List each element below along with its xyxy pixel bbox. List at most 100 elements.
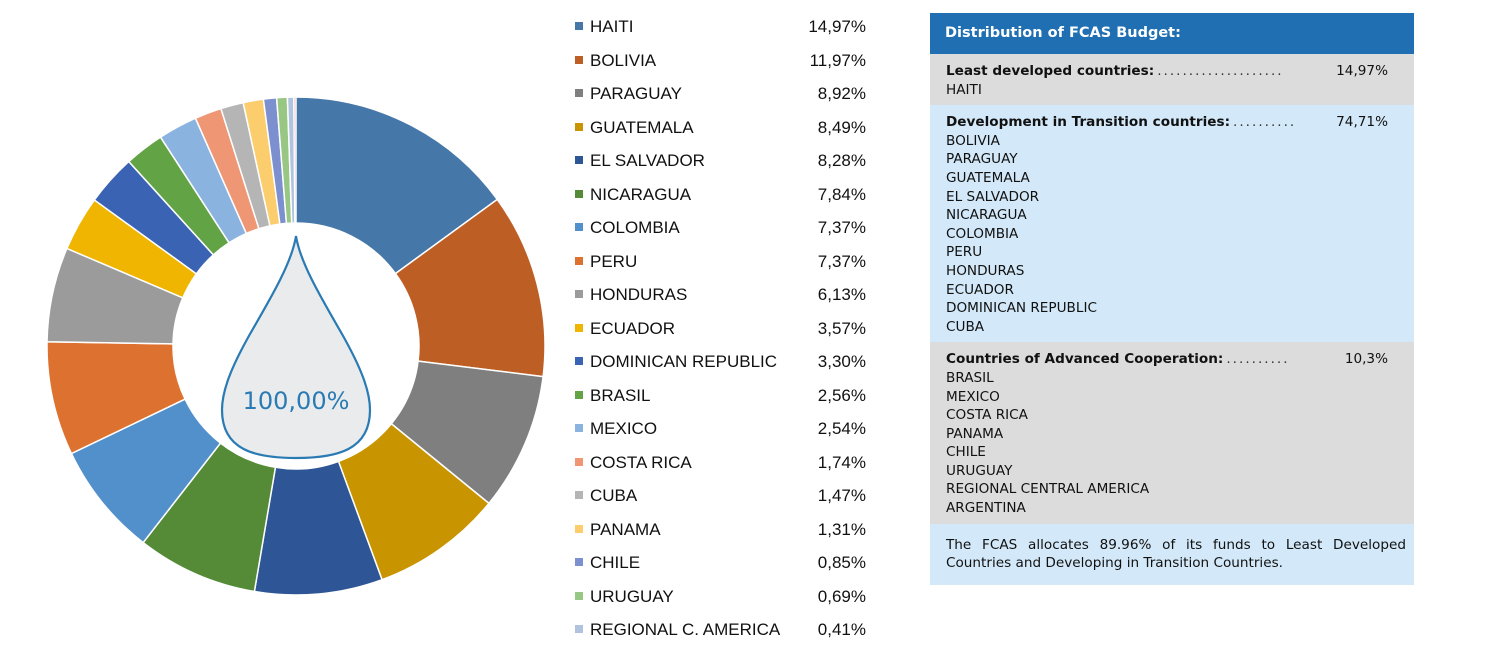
legend-value: 7,84% (817, 184, 866, 204)
section-transition: Development in Transition countries: ...… (930, 105, 1414, 343)
legend-value: 0,85% (817, 553, 866, 572)
leader-dots: .......... (1226, 351, 1290, 368)
country-item: GUATEMALA (946, 169, 1030, 186)
panel-header: Distribution of FCAS Budget: (930, 13, 1414, 54)
legend-label: EL SALVADOR (590, 151, 705, 170)
legend-swatch (575, 156, 583, 164)
legend-swatch (575, 625, 583, 633)
legend-item: HONDURAS 6,13% (572, 278, 872, 312)
legend-item: ECUADOR 3,57% (572, 312, 872, 346)
legend-value: 3,30% (817, 352, 866, 371)
legend-item: EL SALVADOR 8,28% (572, 144, 872, 178)
country-item: BOLIVIA (946, 132, 1000, 149)
legend-item: PANAMA 1,31% (572, 513, 872, 547)
legend-swatch (575, 55, 583, 64)
section-title-row: Least developed countries: .............… (946, 62, 1398, 81)
section-advanced-cooperation: Countries of Advanced Cooperation: .....… (930, 342, 1414, 524)
country-item: ECUADOR (946, 281, 1014, 298)
legend-swatch (575, 323, 583, 332)
country-item: DOMINICAN REPUBLIC (946, 300, 1097, 317)
country-item: BRASIL (946, 369, 994, 386)
legend-swatch (575, 390, 583, 399)
legend-label: PERU (590, 251, 638, 271)
country-item: PANAMA (946, 425, 1004, 442)
country-item: ARGENTINA (946, 500, 1026, 517)
country-item: CHILE (946, 444, 986, 461)
legend-label: PARAGUAY (590, 84, 682, 103)
legend-item: CUBA 1,47% (572, 479, 872, 513)
legend-label: URUGUAY (590, 586, 674, 606)
legend-swatch (575, 524, 583, 533)
legend-value: 2,56% (817, 385, 866, 405)
country-item: PERU (946, 244, 983, 261)
legend-label: NICARAGUA (590, 184, 692, 204)
legend-value: 3,57% (817, 318, 866, 338)
chart-legend: HAITI 14,97% BOLIVIA 11,97% PARAGUAY 8,92% GUA… (572, 10, 872, 647)
country-item: CUBA (946, 318, 985, 335)
section-least-developed: Least developed countries: .............… (930, 54, 1414, 106)
legend-swatch (575, 457, 583, 466)
country-item: MEXICO (946, 388, 1000, 405)
legend-value: 1,31% (817, 519, 866, 539)
country-item: EL SALVADOR (946, 188, 1040, 205)
legend-label: MEXICO (590, 419, 658, 438)
legend-swatch (575, 256, 583, 265)
legend-label: DOMINICAN REPUBLIC (590, 352, 778, 371)
country-item: NICARAGUA (946, 207, 1027, 224)
section-title: Least developed countries: (946, 63, 1155, 79)
legend-item: BRASIL 2,56% (572, 379, 872, 413)
legend-label: BOLIVIA (590, 50, 657, 70)
leader-dots: .......... (1233, 114, 1297, 131)
section-title: Countries of Advanced Cooperation: (946, 351, 1224, 368)
legend-swatch (575, 357, 583, 365)
legend-item: COSTA RICA 1,74% (572, 446, 872, 480)
legend-item: GUATEMALA 8,49% (572, 111, 872, 145)
section-title-row: Development in Transition countries: ...… (946, 113, 1398, 132)
legend-swatch (575, 558, 583, 566)
country-item: URUGUAY (946, 462, 1013, 479)
legend-label: REGIONAL C. AMERICA (590, 620, 781, 639)
legend-value: 2,54% (817, 419, 866, 438)
country-item: COSTA RICA (946, 407, 1028, 424)
legend-value: 1,74% (817, 452, 866, 472)
legend-value: 0,41% (817, 620, 866, 639)
legend-swatch (575, 89, 583, 97)
country-item: HAITI (946, 81, 982, 98)
country-item: HONDURAS (946, 262, 1025, 279)
legend-swatch (575, 223, 583, 231)
legend-item: PARAGUAY 8,92% (572, 77, 872, 111)
country-item: PARAGUAY (946, 151, 1018, 168)
section-percent: 14,97% (1336, 63, 1388, 79)
legend-item: PERU 7,37% (572, 245, 872, 279)
water-drop-icon (220, 235, 372, 460)
legend-label: HONDURAS (590, 285, 688, 304)
section-title-row: Countries of Advanced Cooperation: .....… (946, 350, 1398, 369)
legend-label: HAITI (590, 17, 634, 36)
legend-value: 8,28% (817, 151, 866, 170)
legend-value: 6,13% (817, 285, 866, 304)
legend-swatch (575, 189, 583, 198)
legend-label: BRASIL (590, 385, 651, 405)
legend-value: 7,37% (817, 218, 866, 237)
legend-value: 7,37% (817, 251, 866, 271)
legend-label: COSTA RICA (590, 452, 692, 472)
legend-label: CHILE (590, 553, 641, 572)
legend-item: URUGUAY 0,69% (572, 580, 872, 614)
legend-value: 0,69% (817, 586, 866, 606)
legend-swatch (575, 290, 583, 298)
legend-swatch (575, 424, 583, 432)
pie-slice-remainder (293, 96, 297, 224)
legend-swatch (575, 591, 583, 600)
legend-label: CUBA (590, 486, 638, 505)
legend-item: CHILE 0,85% (572, 546, 872, 580)
legend-swatch (575, 22, 583, 30)
legend-value: 8,92% (817, 84, 866, 103)
legend-value: 11,97% (809, 50, 866, 70)
legend-item: BOLIVIA 11,97% (572, 44, 872, 78)
legend-label: ECUADOR (590, 318, 676, 338)
legend-item: COLOMBIA 7,37% (572, 211, 872, 245)
leader-dots: .................... (1157, 63, 1284, 79)
country-item: REGIONAL CENTRAL AMERICA (946, 481, 1150, 498)
legend-item: NICARAGUA 7,84% (572, 178, 872, 212)
allocation-note: The FCAS allocates 89.96% of its funds t… (930, 523, 1414, 585)
